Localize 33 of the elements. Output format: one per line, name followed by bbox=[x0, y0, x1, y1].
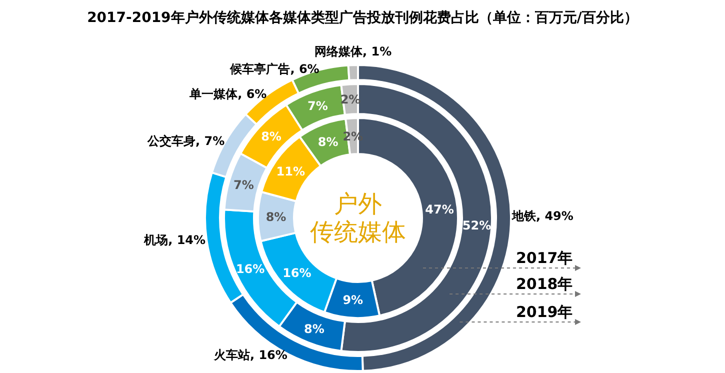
text: 户外 bbox=[334, 190, 382, 218]
slice-label: 2019年 bbox=[516, 303, 573, 321]
data-label: 2% bbox=[342, 129, 364, 144]
data-label: , 6% bbox=[238, 87, 267, 102]
slice-label: 网络媒体 bbox=[314, 44, 363, 59]
data-label: 8% bbox=[266, 210, 286, 224]
text: 传统媒体 bbox=[310, 218, 406, 246]
data-label: 8% bbox=[261, 130, 282, 144]
slice-label: 2018年 bbox=[516, 275, 573, 293]
data-label: 52% bbox=[462, 218, 492, 233]
data-label: 16% bbox=[236, 262, 265, 276]
data-label: 7% bbox=[308, 99, 328, 114]
data-label: 47% bbox=[425, 202, 454, 216]
data-label: 11% bbox=[276, 164, 305, 178]
slice-label: 地铁 bbox=[512, 208, 536, 223]
slice-label: 单一媒体 bbox=[190, 87, 238, 102]
data-label: 7% bbox=[234, 178, 254, 192]
data-label: , 1% bbox=[362, 44, 392, 59]
data-label: 8% bbox=[318, 134, 338, 149]
slice-label: 2017年 bbox=[516, 249, 573, 267]
slice-label: 公交车身 bbox=[148, 134, 196, 148]
chart-title: 2017-2019年户外传统媒体各媒体类型广告投放刊例花费占比（单位：百万元/百分比） bbox=[87, 9, 638, 26]
data-label: 9% bbox=[342, 293, 364, 308]
data-label: , 49% bbox=[536, 208, 574, 223]
data-label: , 6% bbox=[290, 62, 320, 76]
slice-label: 机场 bbox=[144, 233, 168, 248]
data-label: 8% bbox=[304, 322, 324, 336]
slice-label: 候车亭广告 bbox=[230, 62, 290, 76]
slice-label: 火车站 bbox=[214, 348, 250, 362]
data-label: , 16% bbox=[250, 348, 288, 362]
data-label: , 7% bbox=[196, 134, 225, 148]
data-label: 16% bbox=[282, 266, 312, 280]
data-label: , 14% bbox=[168, 233, 206, 248]
